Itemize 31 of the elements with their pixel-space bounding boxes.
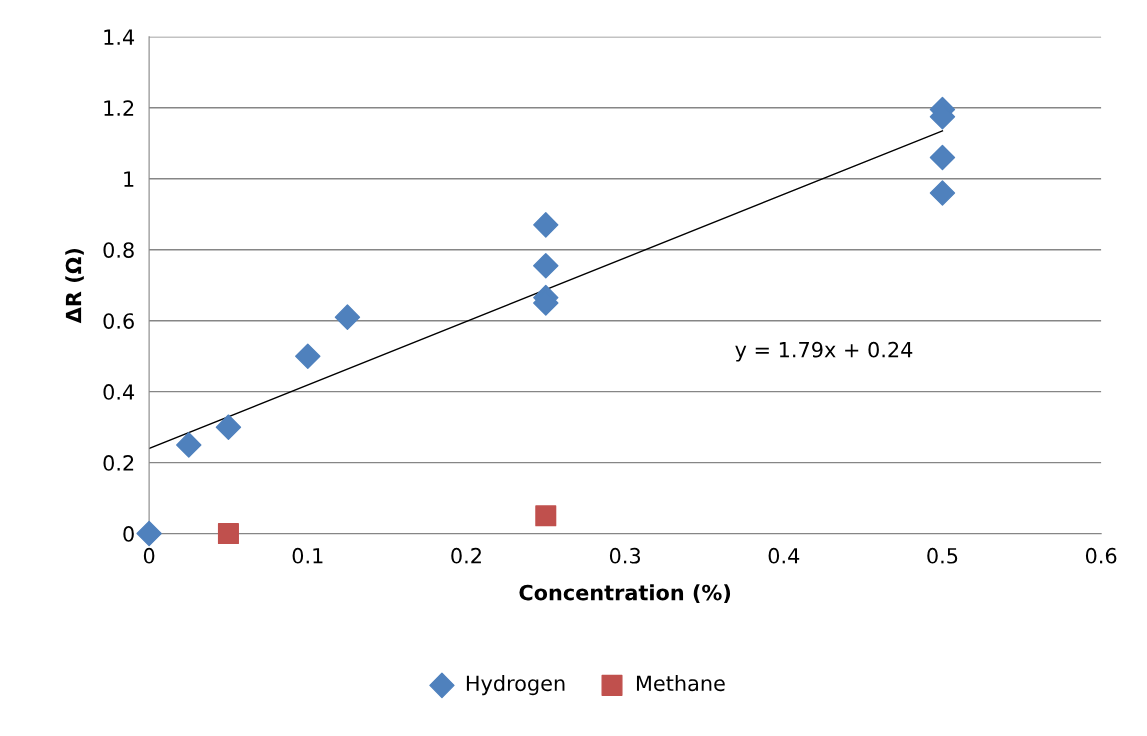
- x-axis-title: Concentration (%): [519, 584, 731, 603]
- y-tick-label: 1.4: [104, 29, 135, 45]
- legend-label: Methane: [636, 675, 725, 692]
- annotation: y = 1.79x + 0.24: [735, 341, 913, 362]
- point: [535, 505, 557, 527]
- y-tick-label: 0.6: [103, 313, 134, 329]
- y-tick-label: 0.8: [103, 242, 134, 258]
- y-tick-label: 0.2: [103, 455, 134, 471]
- y-tick-label: 1: [124, 171, 134, 187]
- point: [334, 304, 361, 330]
- point: [929, 180, 956, 206]
- x-tick-label: 0.4: [768, 547, 800, 564]
- x-tick-label: 0.5: [927, 547, 958, 564]
- legend-label: Hydrogen: [466, 675, 565, 696]
- x-tick-label: 0.3: [609, 547, 641, 564]
- point: [533, 252, 559, 279]
- y-axis-title: ΔR (Ω): [65, 248, 84, 324]
- point: [136, 520, 162, 547]
- x-tick-label: 0: [143, 547, 155, 564]
- y-tick-label: 1.2: [104, 100, 134, 116]
- point: [176, 432, 202, 458]
- x-tick-label: 0.6: [1085, 547, 1117, 564]
- y-tick-label: 0: [123, 526, 134, 542]
- x-tick-label: 0.2: [451, 547, 481, 564]
- y-tick-label: 0.4: [103, 384, 135, 400]
- point: [929, 144, 956, 171]
- point: [215, 414, 242, 440]
- point: [295, 343, 321, 369]
- point: [217, 523, 239, 545]
- point: [533, 212, 559, 238]
- x-tick-label: 0.1: [292, 547, 323, 564]
